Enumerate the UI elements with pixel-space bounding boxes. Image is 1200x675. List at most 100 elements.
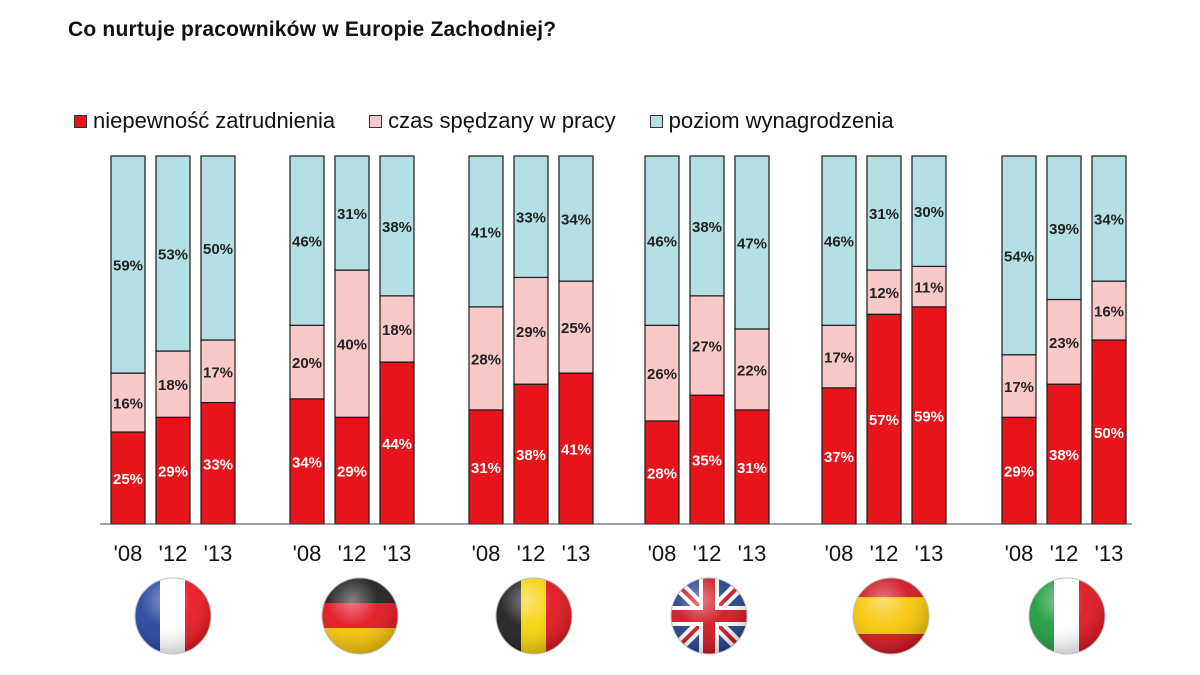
data-label: 47% — [737, 235, 767, 252]
legend-swatch-red — [74, 114, 87, 128]
data-label: 57% — [869, 412, 899, 429]
france-flag-icon — [134, 577, 212, 655]
bar-segment-working-time — [334, 269, 370, 418]
chart-title: Co nurtuje pracowników w Europie Zachodn… — [68, 18, 557, 41]
data-label: 17% — [203, 364, 233, 381]
legend-swatch-pink — [369, 114, 383, 128]
x-tick-label: '13 — [738, 541, 767, 566]
data-label: 27% — [692, 339, 722, 356]
bar-segment-working-time — [1091, 280, 1127, 341]
data-label: 34% — [561, 212, 591, 229]
bar-segment-salary-level — [558, 155, 594, 282]
data-label: 29% — [516, 324, 546, 341]
italy-flag-icon — [1028, 577, 1106, 655]
bar-segment-job-insecurity — [866, 313, 902, 525]
legend-label: poziom wynagrodzenia — [668, 108, 894, 133]
x-tick-label: '13 — [383, 541, 412, 566]
x-tick-label: '08 — [825, 541, 854, 566]
data-label: 31% — [737, 460, 767, 477]
data-label: 28% — [471, 351, 501, 368]
bar-segment-job-insecurity — [379, 361, 415, 525]
bar-segment-job-insecurity — [110, 431, 146, 525]
legend: niepewność zatrudnienia czas spędzany w … — [74, 106, 928, 136]
bar-segment-salary-level — [334, 155, 370, 271]
bar-segment-job-insecurity — [821, 387, 857, 525]
data-label: 41% — [561, 442, 591, 459]
legend-label: niepewność zatrudnienia — [93, 108, 336, 133]
data-label: 37% — [824, 449, 854, 466]
data-label: 11% — [914, 280, 943, 297]
data-label: 50% — [203, 241, 233, 258]
x-tick-label: '12 — [870, 541, 899, 566]
bar-segment-working-time — [1046, 298, 1082, 385]
data-label: 33% — [516, 210, 546, 227]
bar-segment-salary-level — [513, 155, 549, 279]
bar-segment-salary-level — [689, 155, 725, 297]
bar-segment-working-time — [513, 276, 549, 385]
x-tick-label: '13 — [562, 541, 591, 566]
x-tick-label: '08 — [293, 541, 322, 566]
legend-swatch-blue — [649, 114, 663, 128]
data-label: 40% — [337, 337, 367, 354]
belgium-flag-icon — [495, 577, 573, 655]
x-tick-label: '12 — [693, 541, 722, 566]
data-label: 23% — [1049, 335, 1079, 352]
bar-segment-job-insecurity — [334, 416, 370, 525]
bar-segment-job-insecurity — [734, 409, 770, 525]
x-tick-label: '12 — [338, 541, 367, 566]
bars-layer: 25% 16% 59% 29% 18% 53% 33% 17% 50% 34% 20% 46% 29% 4… — [110, 155, 1127, 525]
bar-segment-working-time — [911, 265, 947, 308]
bar-segment-salary-level — [379, 155, 415, 297]
bar-segment-working-time — [644, 324, 680, 422]
bar-segment-salary-level — [911, 155, 947, 268]
bar-segment-job-insecurity — [1091, 339, 1127, 525]
data-label: 35% — [692, 453, 722, 470]
data-label: 39% — [1049, 221, 1079, 238]
x-tick-label: '13 — [1095, 541, 1124, 566]
bar-segment-salary-level — [200, 155, 236, 341]
x-tick-label: '12 — [1050, 541, 1079, 566]
bar-segment-job-insecurity — [1046, 383, 1082, 525]
bar-segment-salary-level — [468, 155, 504, 308]
data-label: 28% — [647, 465, 677, 482]
data-label: 46% — [647, 234, 677, 251]
bar-segment-job-insecurity — [911, 306, 947, 525]
bar-segment-salary-level — [734, 155, 770, 330]
data-label: 38% — [1049, 447, 1079, 464]
data-label: 18% — [158, 377, 188, 394]
x-tick-label: '13 — [915, 541, 944, 566]
legend-item-working-time: czas spędzany w pracy — [369, 108, 616, 134]
bar-segment-job-insecurity — [1001, 416, 1037, 525]
tick-labels-layer: '08 '12 '13 '08 '12 '13 '08 '12 '13 '08 '12 '13 '08 '… — [114, 541, 1124, 566]
x-tick-label: '12 — [517, 541, 546, 566]
bar-segment-salary-level — [110, 155, 146, 374]
data-label: 26% — [647, 366, 677, 383]
data-label: 44% — [382, 436, 412, 453]
bar-segment-salary-level — [1046, 155, 1082, 301]
uk-flag-icon — [670, 577, 748, 655]
data-label: 34% — [1094, 212, 1124, 229]
legend-item-job-insecurity: niepewność zatrudnienia — [74, 108, 335, 134]
germany-flag-icon — [321, 577, 399, 655]
x-tick-label: '12 — [159, 541, 188, 566]
bar-segment-salary-level — [1001, 155, 1037, 356]
data-label: 59% — [914, 408, 944, 425]
data-label: 12% — [869, 285, 899, 302]
bar-segment-working-time — [558, 280, 594, 374]
legend-label: czas spędzany w pracy — [388, 108, 616, 133]
data-label: 20% — [292, 355, 322, 372]
x-tick-label: '08 — [472, 541, 501, 566]
bar-segment-job-insecurity — [289, 398, 325, 525]
data-label: 38% — [382, 219, 412, 236]
data-label: 25% — [561, 320, 591, 337]
x-tick-label: '13 — [204, 541, 233, 566]
data-label: 34% — [292, 454, 322, 471]
bar-segment-working-time — [289, 324, 325, 400]
data-label: 22% — [737, 362, 767, 379]
x-tick-label: '08 — [114, 541, 143, 566]
data-label: 29% — [337, 464, 367, 481]
data-label: 54% — [1004, 248, 1034, 265]
legend-item-salary-level: poziom wynagrodzenia — [649, 108, 894, 134]
bar-segment-salary-level — [289, 155, 325, 326]
bar-segment-salary-level — [866, 155, 902, 271]
